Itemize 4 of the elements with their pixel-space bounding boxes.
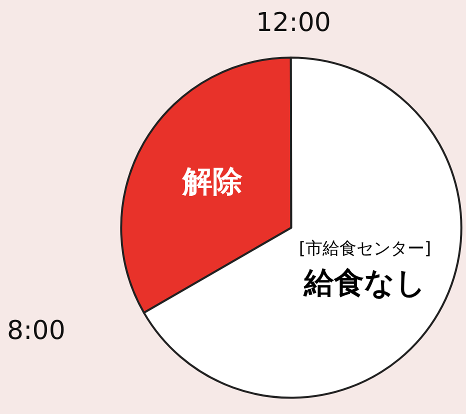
slice-label: [市給食センター] 給食なし [298, 239, 432, 302]
text: 8:00 [7, 316, 66, 346]
slice-label: 解除 [182, 164, 243, 200]
text: 12:00 [256, 8, 331, 38]
